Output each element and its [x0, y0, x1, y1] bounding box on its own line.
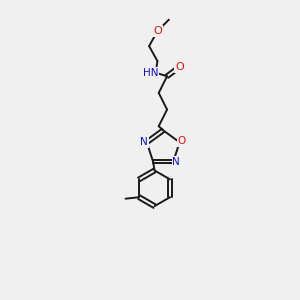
- Text: HN: HN: [143, 68, 158, 77]
- Text: O: O: [175, 62, 184, 72]
- Text: O: O: [153, 26, 162, 36]
- Text: N: N: [172, 157, 180, 166]
- Text: O: O: [178, 136, 186, 146]
- Text: N: N: [140, 137, 148, 147]
